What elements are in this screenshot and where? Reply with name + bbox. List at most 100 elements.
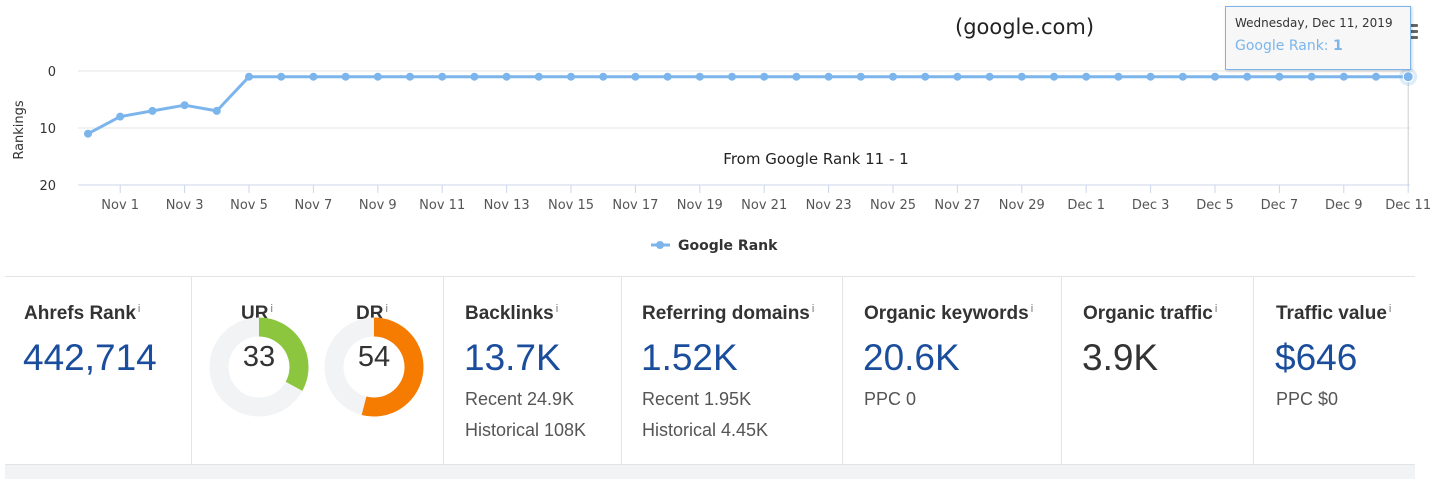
data-point-highlighted[interactable] [1402,71,1414,83]
dr-gauge [324,317,424,417]
data-point[interactable] [438,72,447,81]
backlinks-value[interactable]: 13.7K [464,337,561,378]
organic-traffic-label: Organic traffic [1083,303,1213,324]
data-point[interactable] [889,72,897,81]
data-point[interactable] [406,72,414,81]
x-tick-label: Nov 9 [359,198,397,213]
x-tick-label: Dec 7 [1261,198,1299,213]
data-point[interactable] [373,72,382,81]
y-axis: 0 10 20 [39,65,56,194]
data-point[interactable] [84,129,92,138]
metric-ahrefs-rank: Ahrefs Rank i 442,714 [5,277,192,465]
data-point[interactable] [1050,72,1058,81]
ur-gauge-fill [258,317,309,391]
y-tick-label: 10 [39,122,56,137]
data-point[interactable] [760,72,769,81]
data-point[interactable] [663,72,672,81]
data-point[interactable] [792,72,801,81]
organic-keywords-value[interactable]: 20.6K [863,337,960,378]
data-point[interactable] [921,72,930,81]
traffic-value-value[interactable]: $646 [1275,337,1358,378]
data-point[interactable] [1211,72,1219,81]
info-icon[interactable]: i [555,303,559,315]
data-point[interactable] [1243,72,1252,81]
data-point[interactable] [148,106,157,115]
data-point[interactable] [953,72,962,81]
data-point[interactable] [212,106,221,115]
metric-label: Backlinks i [465,303,558,325]
info-icon[interactable]: i [1214,303,1218,315]
data-point[interactable] [116,112,125,121]
metric-backlinks: Backlinks i 13.7K Recent 24.9K Historical… [444,277,622,465]
data-point[interactable] [985,72,994,81]
x-tick-label: Nov 29 [999,198,1045,213]
x-tick-label: Nov 21 [741,198,787,213]
data-point[interactable] [341,72,350,81]
data-point[interactable] [1178,72,1187,81]
info-icon[interactable]: i [1030,303,1034,315]
data-point[interactable] [1339,72,1348,81]
metric-label: Referring domains i [642,303,814,325]
x-tick-label: Nov 23 [806,198,852,213]
info-icon[interactable]: i [270,303,273,315]
data-point[interactable] [277,72,286,81]
x-tick-label: Nov 25 [870,198,916,213]
data-point[interactable] [1372,72,1380,81]
chart-title: (google.com) [955,15,1094,39]
metric-label: Organic traffic i [1083,303,1217,325]
data-point[interactable] [824,72,833,81]
info-icon[interactable]: i [385,303,388,315]
y-axis-label: Rankings [12,100,27,160]
data-point[interactable] [856,72,865,81]
ur-gauge [209,317,309,417]
info-icon[interactable]: i [1388,303,1392,315]
referring-domains-value[interactable]: 1.52K [641,337,738,378]
x-tick-label: Nov 5 [230,198,268,213]
series-google-rank[interactable] [84,67,1418,138]
metric-ur-dr: UR i 33 DR i 54 [192,277,444,465]
x-tick-label: Nov 7 [295,198,333,213]
metric-label: Ahrefs Rank i [24,303,140,325]
referring-domains-label: Referring domains [642,303,810,324]
ahrefs-rank-label: Ahrefs Rank [24,303,136,324]
info-icon[interactable]: i [137,303,141,315]
data-point[interactable] [470,72,479,81]
legend[interactable]: Google Rank [651,238,778,254]
referring-domains-recent: Recent 1.95K [642,389,752,409]
data-point[interactable] [728,72,736,81]
metrics-footer-strip [5,464,1415,479]
data-point[interactable] [534,72,543,81]
ahrefs-rank-value: 442,714 [23,337,157,378]
x-tick-label: Nov 17 [612,198,658,213]
data-point[interactable] [1275,72,1284,81]
data-point[interactable] [631,72,640,81]
data-point[interactable] [245,72,253,81]
legend-item-google-rank[interactable]: Google Rank [678,238,778,254]
data-point[interactable] [567,72,575,81]
tooltip-series-label: Google Rank: [1235,38,1329,54]
referring-domains-historical: Historical 4.45K [642,420,769,440]
x-tick-label: Nov 3 [166,198,204,213]
data-point[interactable] [1017,72,1026,81]
data-point[interactable] [599,72,608,81]
metric-referring-domains: Referring domains i 1.52K Recent 1.95K Hi… [622,277,843,465]
ur-value: 33 [242,341,276,373]
backlinks-label: Backlinks [465,303,554,324]
x-tick-label: Nov 1 [101,198,139,213]
data-point[interactable] [502,72,511,81]
data-point[interactable] [1146,72,1155,81]
x-tick-label: Dec 3 [1132,198,1170,213]
data-point[interactable] [180,101,189,110]
data-point[interactable] [1307,72,1316,81]
info-icon[interactable]: i [811,303,815,315]
tooltip-value: 1 [1332,38,1343,54]
traffic-value-ppc: PPC $0 [1276,389,1339,409]
backlinks-historical: Historical 108K [465,420,587,440]
y-tick-label: 20 [39,179,56,194]
data-point[interactable] [309,72,318,81]
data-point[interactable] [1082,72,1091,81]
data-point[interactable] [695,72,704,81]
metric-traffic-value: Traffic value i $646 PPC $0 [1254,277,1415,465]
metrics-panel: Ahrefs Rank i 442,714 UR i 33 DR i 54 Backl… [5,276,1415,465]
data-point[interactable] [1114,72,1123,81]
